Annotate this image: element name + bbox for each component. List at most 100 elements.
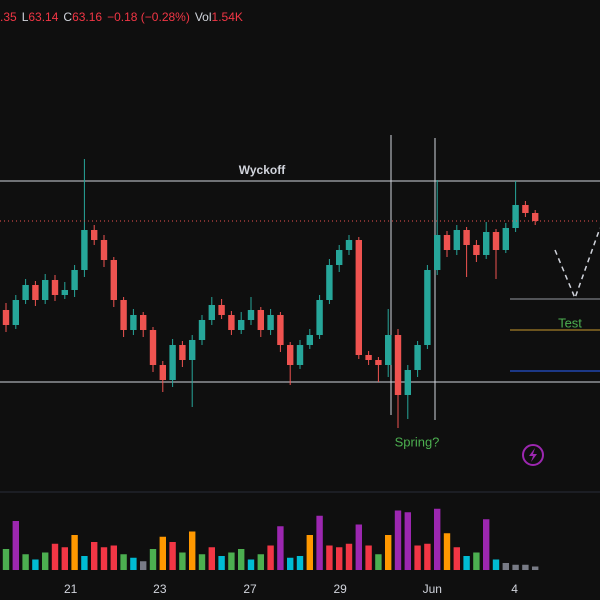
- candle-body: [12, 300, 19, 325]
- alert-icon[interactable]: [522, 444, 544, 466]
- volume-bar: [218, 556, 225, 570]
- candle-body: [51, 280, 59, 295]
- candle-body: [238, 320, 245, 330]
- candle-body: [179, 345, 186, 360]
- candle-body: [169, 345, 176, 380]
- volume-bar: [336, 547, 343, 570]
- x-tick-label: Jun: [423, 582, 442, 596]
- volume-bar: [443, 533, 451, 570]
- volume-bar: [208, 547, 215, 570]
- volume-bar: [267, 545, 274, 570]
- legend-label: L: [21, 10, 29, 24]
- candle-body: [306, 335, 313, 345]
- volume-bar: [434, 508, 441, 570]
- x-tick-label: 23: [153, 582, 167, 596]
- candle-body: [61, 290, 68, 295]
- candle-body: [228, 315, 235, 330]
- volume-bar: [42, 552, 49, 570]
- volume-bar: [2, 549, 10, 570]
- candle-body: [120, 300, 127, 330]
- volume-bar: [287, 557, 294, 570]
- volume-bar: [453, 547, 460, 570]
- candle-body: [483, 232, 490, 255]
- candle-body: [22, 285, 29, 300]
- volume-bar: [22, 554, 29, 570]
- candle-body: [502, 228, 509, 250]
- candle-body: [463, 230, 470, 245]
- legend-value: 63.16: [72, 10, 103, 24]
- volume-bar: [61, 547, 68, 570]
- volume-bar: [32, 559, 39, 570]
- candle-body: [365, 355, 372, 360]
- candle-body: [434, 235, 441, 270]
- volume-bar: [277, 526, 284, 570]
- volume-bar: [502, 563, 509, 570]
- volume-bar: [345, 543, 353, 570]
- volume-bar: [149, 549, 157, 570]
- volume-bar: [198, 554, 206, 570]
- candle-body: [247, 310, 255, 320]
- volume-bar: [51, 543, 59, 570]
- legend-value: 63.14: [28, 10, 59, 24]
- volume-bar: [414, 545, 421, 570]
- candle-body: [2, 310, 10, 325]
- candle-body: [81, 230, 88, 270]
- candle-body: [443, 235, 451, 250]
- volume-bar: [365, 545, 372, 570]
- candle-body: [140, 315, 147, 330]
- candle-body: [110, 260, 117, 300]
- volume-bar: [483, 519, 490, 570]
- annotation: Spring?: [395, 434, 440, 449]
- volume-bar: [247, 559, 255, 570]
- candle-body: [492, 232, 500, 250]
- legend-value: .35: [0, 10, 17, 24]
- candle-body: [257, 310, 264, 330]
- x-tick-label: 21: [64, 582, 78, 596]
- volume-bar: [355, 524, 362, 570]
- candle-body: [453, 230, 460, 250]
- volume-bar: [257, 554, 264, 570]
- x-tick-label: 27: [243, 582, 257, 596]
- x-tick-label: 4: [511, 582, 518, 596]
- candle-body: [532, 213, 539, 221]
- volume-bar: [375, 554, 382, 570]
- candle-body: [189, 340, 196, 360]
- candle-body: [71, 270, 78, 290]
- candle-body: [198, 320, 206, 340]
- candle-body: [522, 205, 529, 213]
- volume-bar: [492, 559, 500, 570]
- volume-bar: [238, 549, 245, 570]
- volume-bar: [316, 515, 323, 570]
- volume-bar: [140, 561, 147, 570]
- volume-bar: [326, 545, 333, 570]
- candle-body: [42, 280, 49, 300]
- candle-body: [326, 265, 333, 300]
- volume-bar: [296, 556, 304, 570]
- volume-bar: [169, 542, 176, 570]
- x-tick-label: 29: [334, 582, 348, 596]
- volume-bar: [81, 556, 88, 570]
- candle-body: [355, 240, 362, 355]
- volume-bar: [179, 552, 186, 570]
- candle-body: [394, 335, 402, 395]
- volume-bar: [159, 536, 166, 570]
- volume-bar: [473, 552, 480, 570]
- candle-body: [267, 315, 274, 330]
- annotation: Wyckoff: [239, 163, 286, 177]
- volume-bar: [189, 531, 196, 570]
- volume-bar: [463, 556, 470, 570]
- candle-body: [512, 205, 519, 228]
- candle-body: [296, 345, 304, 365]
- volume-bar: [424, 543, 431, 570]
- volume-bar: [110, 545, 117, 570]
- candle-body: [130, 315, 137, 330]
- candle-body: [32, 285, 39, 300]
- candle-body: [208, 305, 215, 320]
- candle-body: [287, 345, 294, 365]
- candle-body: [336, 250, 343, 265]
- candle-body: [473, 245, 480, 255]
- legend-label: C: [63, 10, 73, 24]
- candle-body: [385, 335, 392, 365]
